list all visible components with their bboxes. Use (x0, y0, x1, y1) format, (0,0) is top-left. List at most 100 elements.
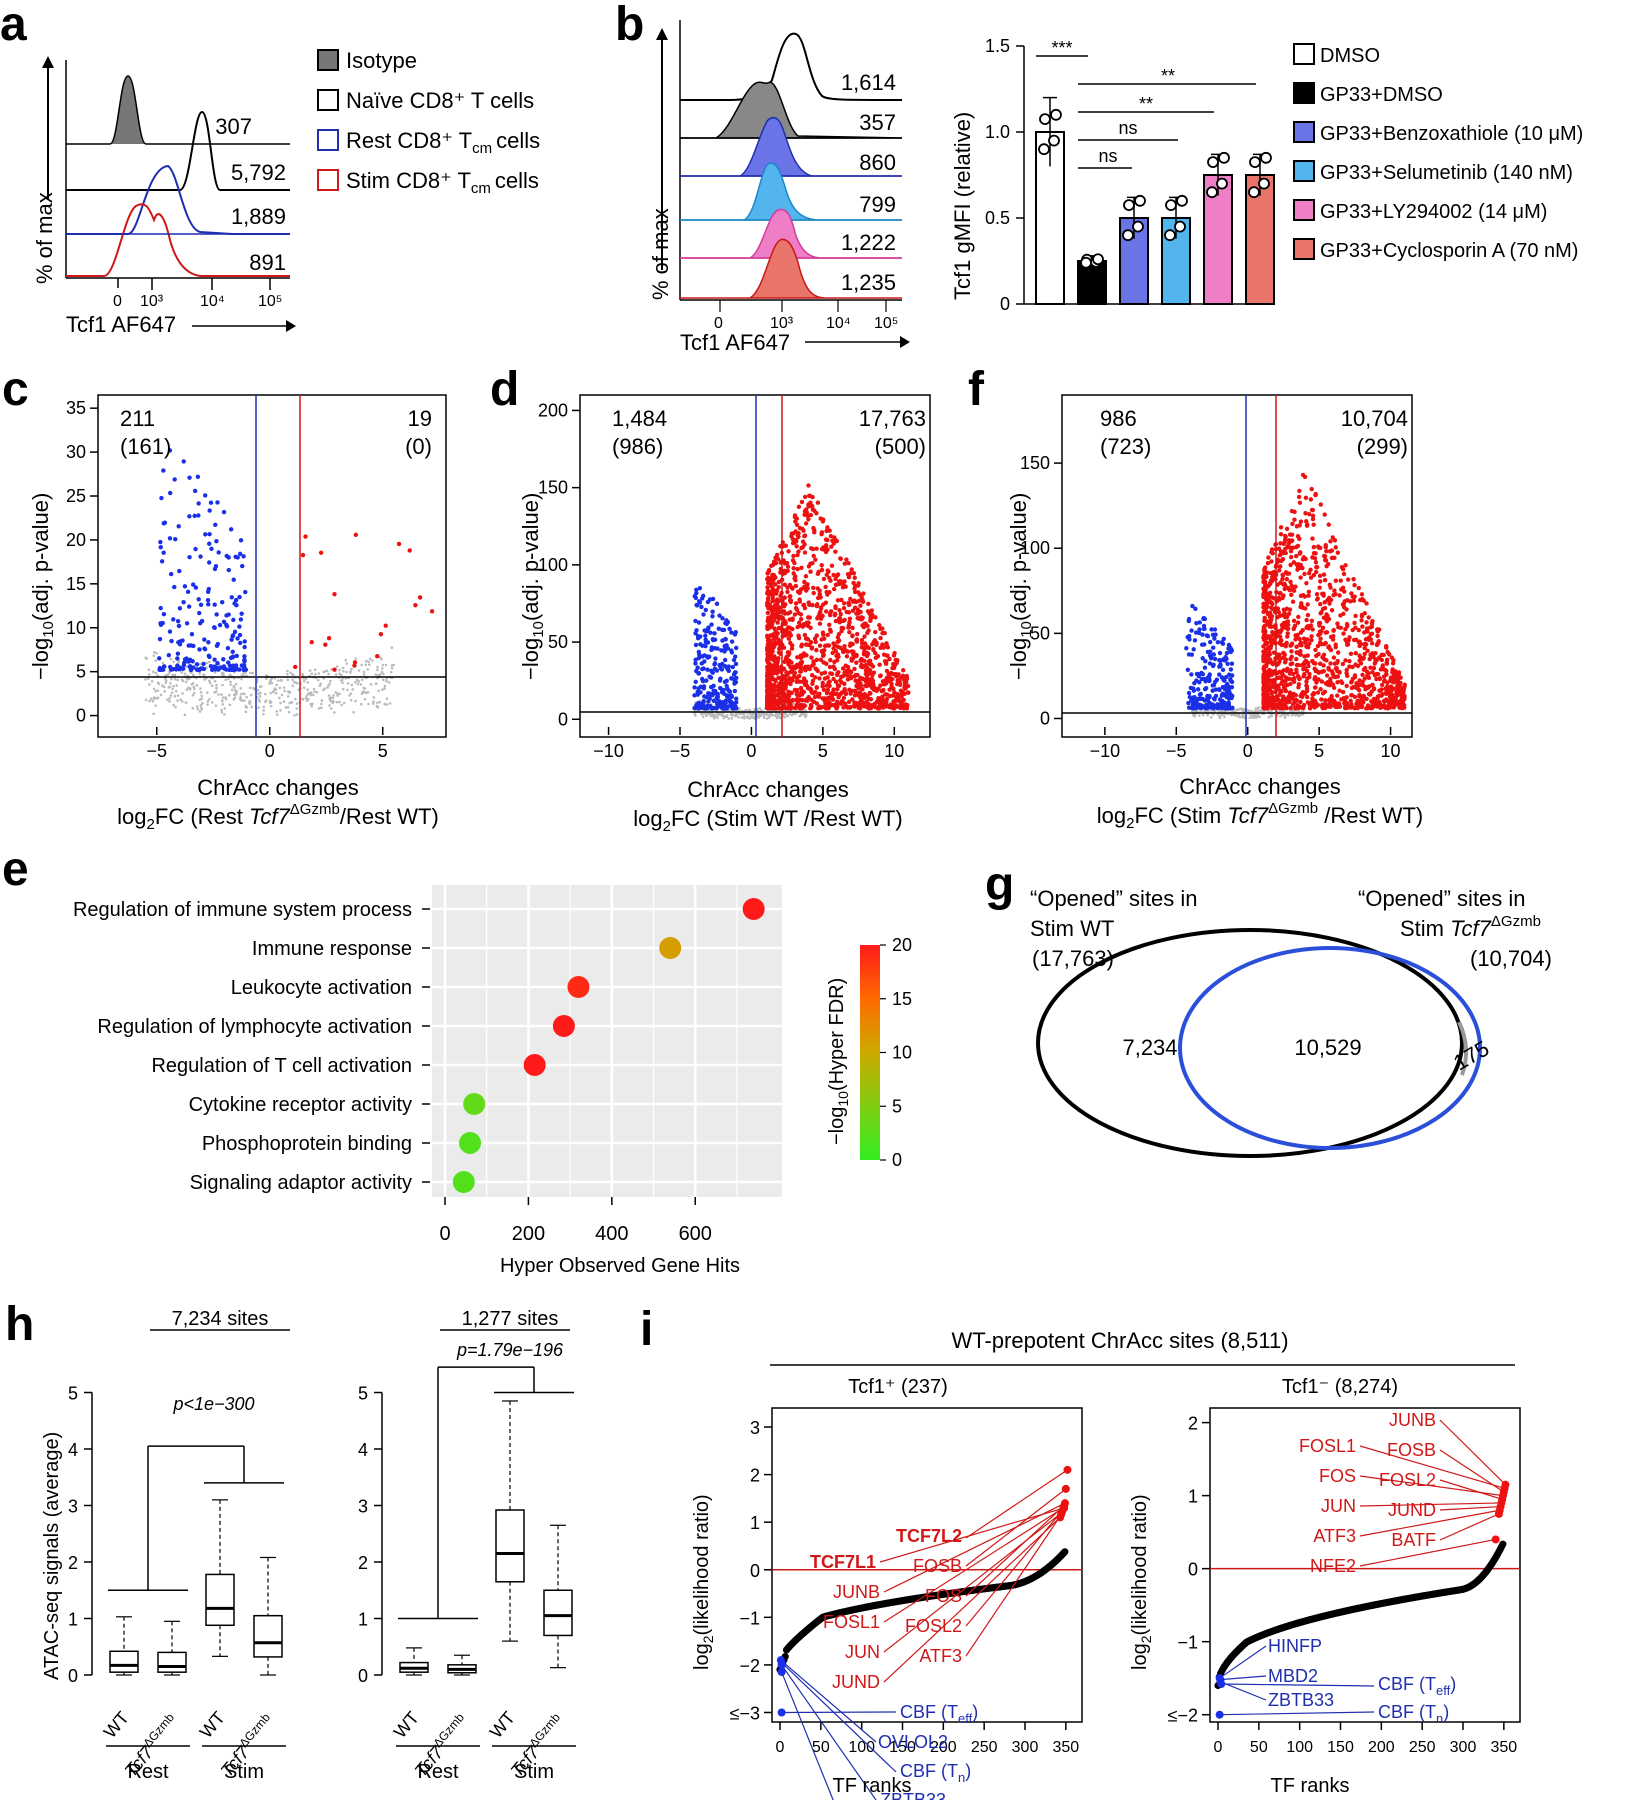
d-xtick-4: 10 (884, 741, 904, 761)
i-right-red-label: JUN (1321, 1496, 1356, 1516)
c-xtick-2: 5 (378, 741, 388, 761)
c-xtick-1: 0 (265, 741, 275, 761)
i-right-red-label: JUNB (1389, 1410, 1436, 1430)
c-xtick-0: −5 (146, 741, 167, 761)
f-xtick-0: −10 (1090, 741, 1121, 761)
f-xtick-4: 10 (1381, 741, 1401, 761)
panel-h-boxplots: ATAC-seq signals (average) 012345WTTcf7Δ… (41, 1308, 576, 1783)
i-right-xtick-6: 300 (1450, 1739, 1477, 1756)
h-right-xlab-2: WT (486, 1708, 519, 1742)
b-xtick-0: 0 (714, 315, 723, 332)
d-ytick-2: 100 (538, 555, 568, 575)
i-left-red-label: JUND (832, 1672, 880, 1692)
i-left-blue-label: CBF (Teff) (900, 1702, 978, 1726)
d-ytick-3: 150 (538, 478, 568, 498)
a-stim-histogram (66, 203, 290, 277)
i-left-red-label: FOSL1 (823, 1612, 880, 1632)
b-legend-0: DMSO (1320, 45, 1380, 67)
i-left-red-label: FOS (925, 1586, 962, 1606)
h-right-group-rest: Rest (417, 1761, 459, 1783)
panel-g-venn: “Opened” sites in Stim WT (17,763) “Open… (1030, 886, 1552, 1158)
g-both: 10,529 (1294, 1035, 1361, 1060)
b-legend-1: GP33+DMSO (1320, 84, 1443, 106)
b-hist-ly294002 (680, 208, 902, 259)
h-left-box-0 (109, 1650, 139, 1673)
b-value-1: 357 (859, 110, 896, 135)
b-bar-ytick-1: 0.5 (985, 208, 1010, 228)
i-left-title: Tcf1⁺ (237) (848, 1376, 947, 1398)
h-p1: p<1e−300 (172, 1394, 254, 1414)
e-xlabel: Hyper Observed Gene Hits (500, 1255, 740, 1277)
i-right-red-label: FOS (1319, 1466, 1356, 1486)
i-left-ylabel: log2(likelihood ratio) (691, 1494, 716, 1670)
g-left-title2: Stim WT (1030, 916, 1114, 941)
d-xtick-1: −5 (670, 741, 691, 761)
i-left-xtick-0: 0 (776, 1739, 785, 1756)
h-p2: p=1.79e−196 (456, 1340, 564, 1360)
b-value-3: 799 (859, 192, 896, 217)
c-ytick-2: 10 (66, 618, 86, 638)
panel-c-volcano: −5 0 5 0 5 10 15 20 25 30 35 211 (161) 19 (0) −log… (28, 394, 447, 833)
i-left-xtick-3: 150 (889, 1739, 916, 1756)
d-count-left: 1,484 (612, 406, 667, 431)
panel-label-a: a (0, 0, 27, 51)
c-ytick-7: 35 (66, 398, 86, 418)
i-right-ytick-2: 0 (1188, 1560, 1198, 1580)
b-value-2: 860 (859, 150, 896, 175)
i-right-red-label: JUND (1388, 1500, 1436, 1520)
i-left-xtick-4: 200 (930, 1739, 957, 1756)
e-dot-1 (659, 937, 682, 959)
c-ytick-0: 0 (76, 706, 86, 726)
e-dot-5 (463, 1093, 486, 1115)
h-left-ytick-2: 2 (68, 1553, 78, 1573)
b-xtick-3: 10⁵ (874, 315, 898, 332)
b-bar-ylabel: Tcf1 gMFI (relative) (950, 112, 975, 300)
i-right-red-label: ATF3 (1313, 1526, 1356, 1546)
a-legend-3: Stim CD8⁺ Tcm cells (346, 168, 539, 197)
c-xlabel1: ChrAcc changes (197, 775, 358, 800)
d-count-right: 17,763 (859, 406, 926, 431)
i-right-xtick-1: 50 (1250, 1739, 1268, 1756)
h-ylabel: ATAC-seq signals (average) (41, 1432, 63, 1680)
c-ytick-5: 25 (66, 486, 86, 506)
b-legend-3: GP33+Selumetinib (140 nM) (1320, 162, 1573, 184)
e-term-2: Leukocyte activation (231, 977, 412, 999)
d-ytick-1: 50 (548, 632, 568, 652)
e-dot-6 (459, 1132, 482, 1154)
h-left-ytick-3: 3 (68, 1497, 78, 1517)
i-right-xlabel: TF ranks (1271, 1775, 1350, 1797)
a-xtick-2: 10⁴ (200, 293, 225, 310)
f-count-left-sub: (723) (1100, 434, 1151, 459)
h-right-xlab-0: WT (390, 1708, 423, 1742)
i-left-xtick-7: 350 (1052, 1739, 1079, 1756)
panel-b-bar-chart: Tcf1 gMFI (relative) 0 0.5 1.0 1.5 *** *… (950, 36, 1583, 314)
a-xtick-0: 0 (113, 293, 122, 310)
c-count-right: 19 (408, 406, 432, 431)
panel-label-b: b (615, 0, 644, 51)
e-xtick-0: 0 (439, 1223, 450, 1245)
b-bar-ytick-3: 1.5 (985, 36, 1010, 56)
a-ylabel: % of max (32, 192, 57, 284)
b-bar-ytick-2: 1.0 (985, 122, 1010, 142)
e-term-1: Immune response (252, 938, 412, 960)
h-left-ytick-0: 0 (68, 1666, 78, 1686)
i-left-red-label: JUN (845, 1642, 880, 1662)
f-ytick-1: 50 (1030, 623, 1050, 643)
d-ytick-4: 200 (538, 400, 568, 420)
b-legend-2: GP33+Benzoxathiole (10 μM) (1320, 123, 1583, 145)
b-value-0: 1,614 (841, 70, 896, 95)
f-ytick-3: 150 (1020, 453, 1050, 473)
f-count-left: 986 (1100, 406, 1137, 431)
f-count-right-sub: (299) (1357, 434, 1408, 459)
c-count-right-sub: (0) (405, 434, 432, 459)
h-left-ytick-1: 1 (68, 1610, 78, 1630)
e-term-7: Signaling adaptor activity (190, 1172, 412, 1194)
h-right-ytick-2: 2 (358, 1553, 368, 1573)
f-xtick-2: 0 (1243, 741, 1253, 761)
i-left-xtick-5: 250 (971, 1739, 998, 1756)
e-dot-2 (567, 976, 590, 998)
panel-label-g: g (985, 858, 1014, 911)
d-xlabel1: ChrAcc changes (687, 777, 848, 802)
